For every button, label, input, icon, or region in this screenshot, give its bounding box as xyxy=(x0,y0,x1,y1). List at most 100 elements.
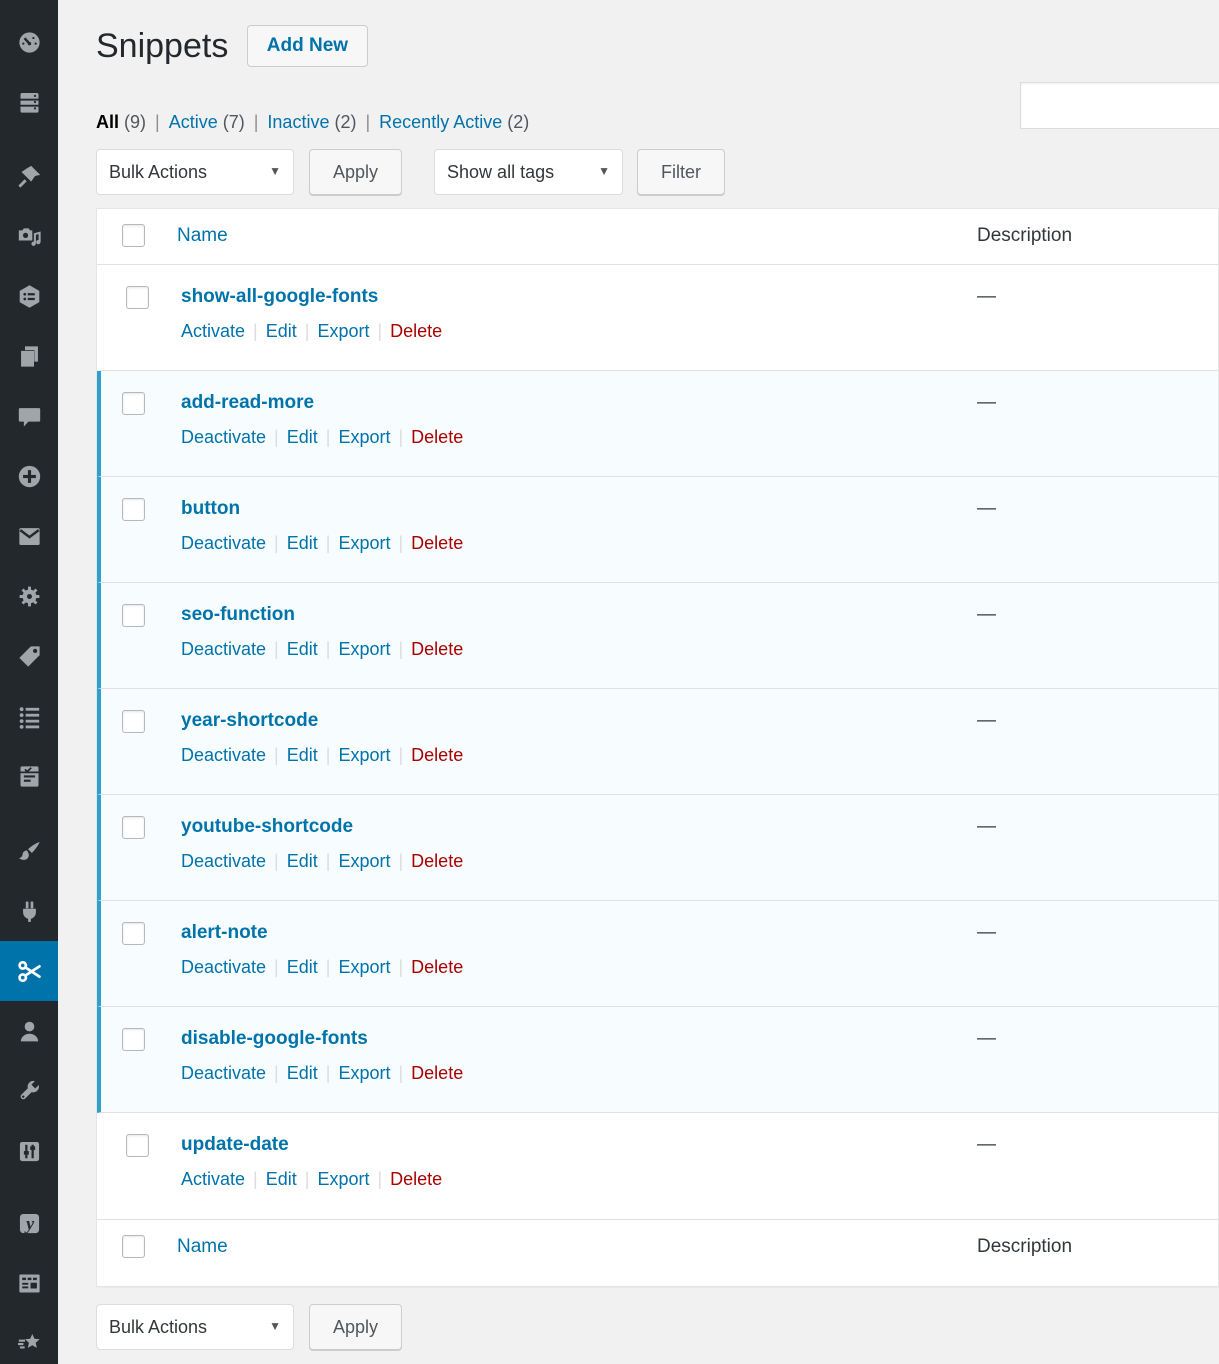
sidebar-item-plugins[interactable] xyxy=(0,881,58,941)
sidebar-item-pages[interactable] xyxy=(0,326,58,386)
view-link[interactable]: Active xyxy=(168,112,218,132)
action-export[interactable]: Export xyxy=(317,321,370,341)
row-checkbox-cell xyxy=(101,583,181,688)
row-checkbox[interactable] xyxy=(122,392,145,415)
view-link[interactable]: Inactive xyxy=(267,112,330,132)
filter-button[interactable]: Filter xyxy=(637,149,726,195)
snippet-name-link[interactable]: seo-function xyxy=(181,604,295,625)
action-deactivate[interactable]: Deactivate xyxy=(181,427,267,447)
sidebar-item-snippets[interactable] xyxy=(0,941,58,1001)
snippet-name-link[interactable]: add-read-more xyxy=(181,392,315,413)
action-export[interactable]: Export xyxy=(338,427,391,447)
select-all-checkbox[interactable] xyxy=(122,224,145,247)
snippet-name-link[interactable]: youtube-shortcode xyxy=(181,816,354,837)
view-link[interactable]: All xyxy=(96,112,120,132)
action-delete[interactable]: Delete xyxy=(390,321,443,341)
sidebar-item-dashboard[interactable] xyxy=(0,12,58,72)
sidebar-item-media[interactable] xyxy=(0,206,58,266)
action-export[interactable]: Export xyxy=(338,639,391,659)
action-delete[interactable]: Delete xyxy=(411,1063,464,1083)
action-activate[interactable]: Activate xyxy=(181,321,246,341)
action-separator: | xyxy=(325,427,331,447)
action-export[interactable]: Export xyxy=(338,851,391,871)
action-activate[interactable]: Activate xyxy=(181,1169,246,1189)
sidebar-item-adjustments[interactable] xyxy=(0,1121,58,1181)
snippet-name-link[interactable]: show-all-google-fonts xyxy=(181,286,379,307)
action-edit[interactable]: Edit xyxy=(286,639,318,659)
footer-name-cell: Name xyxy=(177,1220,977,1286)
snippet-name-link[interactable]: year-shortcode xyxy=(181,710,319,731)
action-edit[interactable]: Edit xyxy=(286,427,318,447)
action-delete[interactable]: Delete xyxy=(411,533,464,553)
action-separator: | xyxy=(274,957,279,977)
sidebar-item-forums[interactable] xyxy=(0,266,58,326)
action-delete[interactable]: Delete xyxy=(411,851,464,871)
row-checkbox[interactable] xyxy=(122,922,145,945)
sidebar-item-users[interactable] xyxy=(0,1001,58,1061)
action-deactivate[interactable]: Deactivate xyxy=(181,851,267,871)
sidebar-item-settings-gear[interactable] xyxy=(0,566,58,626)
name-column-header[interactable]: Name xyxy=(177,225,228,246)
action-edit[interactable]: Edit xyxy=(286,745,318,765)
row-checkbox[interactable] xyxy=(122,710,145,733)
sidebar-item-tools[interactable] xyxy=(0,1061,58,1121)
row-checkbox[interactable] xyxy=(126,1134,149,1157)
action-edit[interactable]: Edit xyxy=(286,851,318,871)
snippet-name-link[interactable]: disable-google-fonts xyxy=(181,1028,368,1049)
bulk-actions-select-bottom[interactable]: Bulk Actions xyxy=(96,1304,294,1350)
row-checkbox[interactable] xyxy=(122,816,145,839)
sidebar-item-forms[interactable] xyxy=(0,746,58,806)
sidebar-item-mail[interactable] xyxy=(0,506,58,566)
snippet-name-link[interactable]: alert-note xyxy=(181,922,268,943)
add-new-button[interactable]: Add New xyxy=(246,25,369,67)
action-delete[interactable]: Delete xyxy=(411,639,464,659)
row-checkbox[interactable] xyxy=(122,1028,145,1051)
sidebar-item-tags[interactable] xyxy=(0,626,58,686)
sidebar-item-lists[interactable] xyxy=(0,686,58,746)
action-export[interactable]: Export xyxy=(338,533,391,553)
apply-button-bottom[interactable]: Apply xyxy=(309,1304,403,1350)
name-column-footer[interactable]: Name xyxy=(177,1236,228,1257)
search-input[interactable] xyxy=(1020,82,1219,129)
action-export[interactable]: Export xyxy=(338,957,391,977)
tag-filter-select[interactable]: Show all tags xyxy=(434,149,624,195)
action-edit[interactable]: Edit xyxy=(286,1063,318,1083)
bulk-actions-select[interactable]: Bulk Actions xyxy=(96,149,294,195)
action-edit[interactable]: Edit xyxy=(265,321,297,341)
sidebar-item-add[interactable] xyxy=(0,446,58,506)
action-delete[interactable]: Delete xyxy=(390,1169,443,1189)
action-edit[interactable]: Edit xyxy=(286,533,318,553)
sidebar-item-comments[interactable] xyxy=(0,386,58,446)
action-delete[interactable]: Delete xyxy=(411,427,464,447)
apply-button[interactable]: Apply xyxy=(309,149,403,195)
snippet-name-link[interactable]: button xyxy=(181,498,241,519)
action-deactivate[interactable]: Deactivate xyxy=(181,745,267,765)
action-edit[interactable]: Edit xyxy=(286,957,318,977)
action-edit[interactable]: Edit xyxy=(265,1169,297,1189)
select-all-checkbox[interactable] xyxy=(122,1235,145,1258)
row-checkbox[interactable] xyxy=(122,498,145,521)
snippet-name-link[interactable]: update-date xyxy=(181,1134,289,1155)
row-checkbox[interactable] xyxy=(126,286,149,309)
sidebar-item-posts[interactable] xyxy=(0,146,58,206)
action-separator: | xyxy=(377,1169,383,1189)
row-checkbox[interactable] xyxy=(122,604,145,627)
action-delete[interactable]: Delete xyxy=(411,745,464,765)
sidebar-item-appearance[interactable] xyxy=(0,821,58,881)
sidebar-item-performance[interactable] xyxy=(0,1313,58,1364)
action-deactivate[interactable]: Deactivate xyxy=(181,533,267,553)
sidebar-item-seo[interactable]: y xyxy=(0,1193,58,1253)
sidebar-item-server[interactable] xyxy=(0,72,58,132)
dashboard-icon xyxy=(18,31,40,53)
action-export[interactable]: Export xyxy=(338,1063,391,1083)
action-delete[interactable]: Delete xyxy=(411,957,464,977)
action-deactivate[interactable]: Deactivate xyxy=(181,957,267,977)
action-export[interactable]: Export xyxy=(338,745,391,765)
sliders-icon xyxy=(19,1141,39,1161)
action-deactivate[interactable]: Deactivate xyxy=(181,639,267,659)
sidebar-item-table-builder[interactable] xyxy=(0,1253,58,1313)
action-deactivate[interactable]: Deactivate xyxy=(181,1063,267,1083)
action-export[interactable]: Export xyxy=(317,1169,370,1189)
view-link[interactable]: Recently Active xyxy=(379,112,503,132)
view-all: All (9) xyxy=(96,112,146,132)
